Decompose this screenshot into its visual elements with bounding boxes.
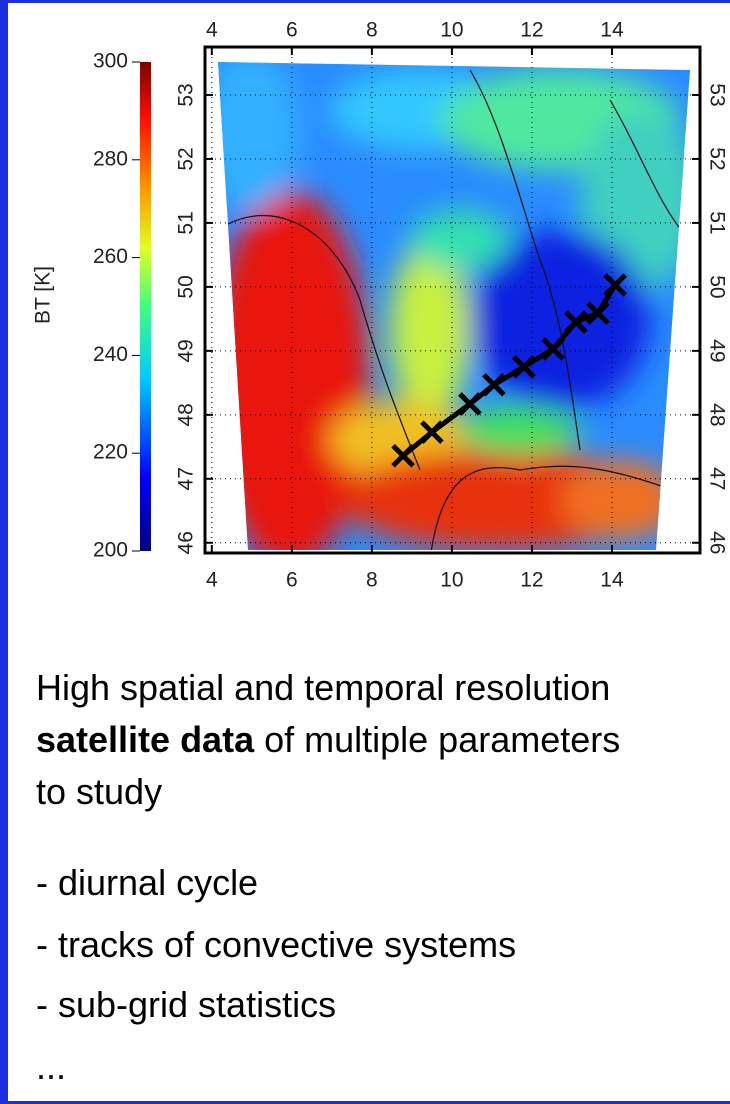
y-tick-label: 51 xyxy=(175,211,198,234)
x-tick-label: 10 xyxy=(440,569,463,592)
x-tick-label: 12 xyxy=(520,569,543,592)
colorbar-tick-label: 260 xyxy=(93,245,128,268)
text: High spatial and temporal resolution xyxy=(36,667,611,708)
y-tick-label: 47 xyxy=(705,467,728,490)
y-tick-label: 53 xyxy=(175,83,198,106)
y-tick-label: 53 xyxy=(705,83,728,106)
colorbar-tick-label: 300 xyxy=(93,50,128,73)
bold-text: satellite data xyxy=(36,719,255,760)
description: High spatial and temporal resolution sat… xyxy=(36,662,636,818)
y-tick-label: 48 xyxy=(175,403,198,426)
y-tick-label: 51 xyxy=(705,211,728,234)
track-point xyxy=(420,420,444,444)
x-tick-label: 12 xyxy=(520,19,543,42)
y-tick-label: 48 xyxy=(705,403,728,426)
colorbar-tick-label: 240 xyxy=(93,343,128,366)
y-tick-label: 52 xyxy=(175,147,198,170)
bullet: - diurnal cycle xyxy=(36,862,259,903)
track-point xyxy=(541,337,565,361)
x-tick-label: 6 xyxy=(286,569,298,592)
x-tick-label: 10 xyxy=(440,19,463,42)
colorbar-label: BT [K] xyxy=(32,266,55,324)
y-tick-label: 46 xyxy=(175,531,198,554)
x-tick-label: 8 xyxy=(366,569,378,592)
bullet: - sub-grid statistics xyxy=(36,984,337,1025)
y-tick-label: 47 xyxy=(175,467,198,490)
x-tick-label: 14 xyxy=(600,19,624,42)
bullet: ... xyxy=(36,1046,67,1087)
y-tick-label: 50 xyxy=(705,275,728,298)
colorbar-tick-label: 280 xyxy=(93,147,128,170)
track-point xyxy=(564,310,588,334)
track-point xyxy=(512,355,536,379)
track-point xyxy=(458,392,482,416)
colorbar xyxy=(140,62,151,551)
x-tick-label: 8 xyxy=(366,19,378,42)
x-tick-label: 4 xyxy=(206,19,218,42)
bt-image xyxy=(218,62,690,550)
track-point xyxy=(586,301,610,325)
bullet: - tracks of convective systems xyxy=(36,924,517,965)
y-tick-label: 52 xyxy=(705,147,728,170)
track-point xyxy=(603,273,627,297)
colorbar-tick-label: 200 xyxy=(93,539,128,562)
x-tick-label: 4 xyxy=(206,569,218,592)
y-tick-label: 46 xyxy=(705,531,728,554)
x-tick-label: 14 xyxy=(600,569,624,592)
colorbar-tick-label: 220 xyxy=(93,441,128,464)
track-point xyxy=(482,372,506,397)
y-tick-label: 49 xyxy=(175,339,198,362)
x-tick-label: 6 xyxy=(286,19,298,42)
y-tick-label: 50 xyxy=(175,275,198,298)
track-point xyxy=(391,443,415,468)
text: of multiple parameters to study xyxy=(36,719,621,812)
y-tick-label: 49 xyxy=(705,339,728,362)
